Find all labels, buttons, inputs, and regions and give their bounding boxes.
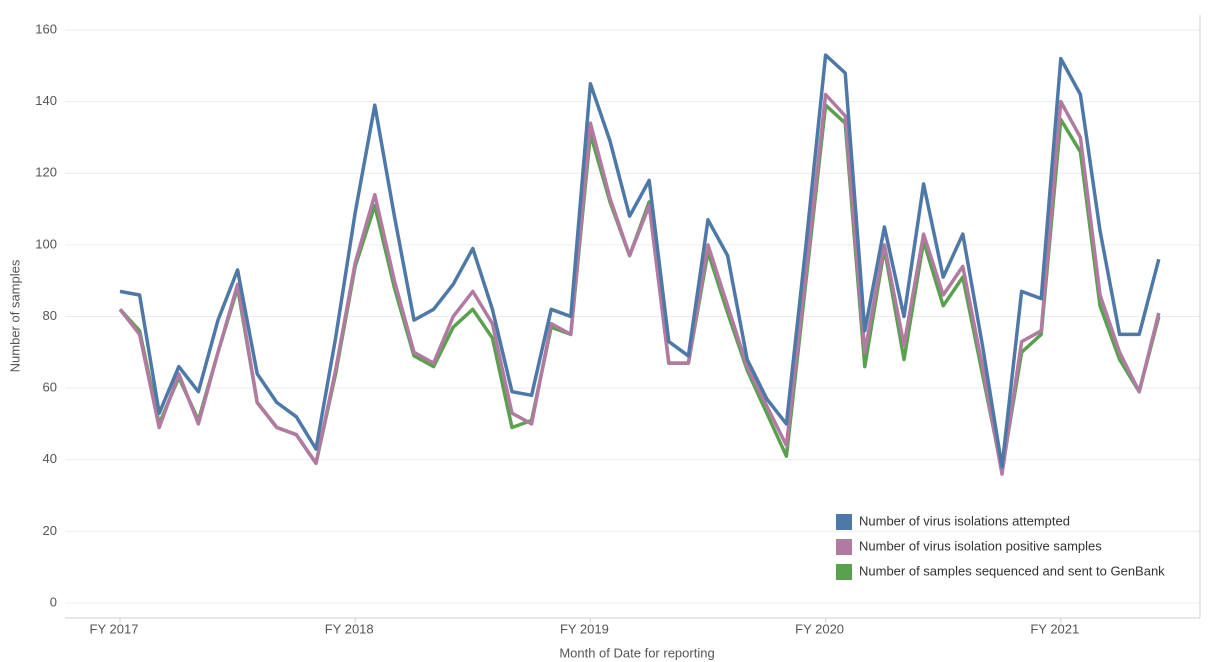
legend-label: Number of virus isolations attempted [859, 513, 1070, 528]
y-tick-label: 0 [50, 594, 57, 609]
x-axis-label: Month of Date for reporting [559, 645, 714, 660]
series-line [118, 103, 1161, 473]
y-tick-label: 40 [43, 451, 57, 466]
x-tick-label: FY 2020 [795, 621, 844, 636]
y-tick-label: 140 [35, 93, 57, 108]
y-tick-label: 20 [43, 523, 57, 538]
legend-swatch [836, 514, 852, 530]
series-line [118, 92, 1161, 476]
y-tick-label: 160 [35, 21, 57, 36]
y-axis-label: Number of samples [7, 259, 22, 372]
legend-label: Number of samples sequenced and sent to … [859, 563, 1165, 578]
x-tick-label: FY 2019 [560, 621, 609, 636]
legend-label: Number of virus isolation positive sampl… [859, 538, 1102, 553]
y-tick-label: 60 [43, 380, 57, 395]
x-tick-label: FY 2018 [325, 621, 374, 636]
x-tick-label: FY 2021 [1030, 621, 1079, 636]
y-tick-label: 100 [35, 236, 57, 251]
y-tick-label: 80 [43, 308, 57, 323]
series-line [119, 53, 1161, 469]
legend-swatch [836, 564, 852, 580]
legend-swatch [836, 539, 852, 555]
x-tick-label: FY 2017 [90, 621, 139, 636]
y-tick-label: 120 [35, 165, 57, 180]
